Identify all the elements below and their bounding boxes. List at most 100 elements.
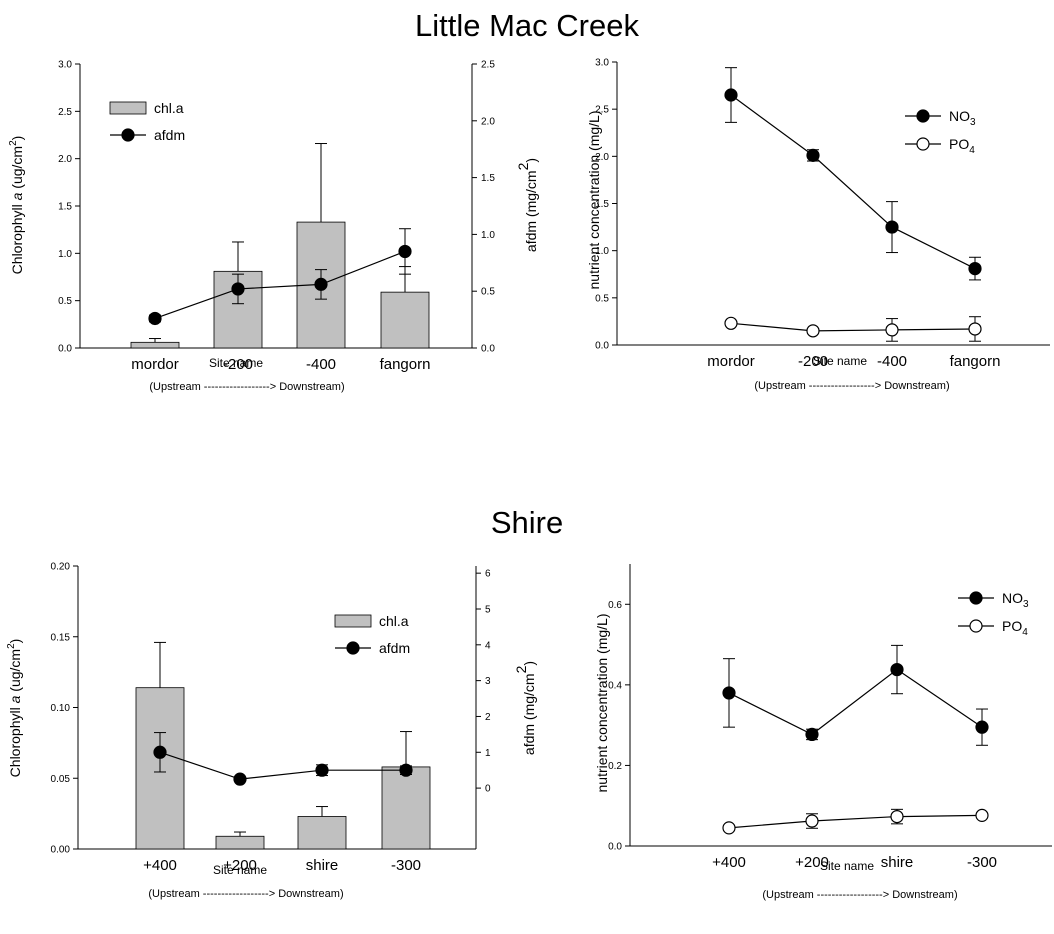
chart3-ytick-label-right: 1: [485, 748, 491, 759]
chart1-category-label: mordor: [131, 356, 179, 373]
chart2-category-label: fangorn: [950, 353, 1001, 370]
chart4-category-label: +200: [795, 854, 829, 871]
chart3-legend-label-main: chl.a: [379, 613, 409, 629]
chart1-ytick-label-right: 1.0: [481, 230, 495, 241]
chart3-ytick-label-right: 2: [485, 712, 491, 723]
chart1-bar: [380, 291, 430, 349]
chart4-direction-note: (Upstream ------------------> Downstream…: [762, 889, 957, 901]
chart4-ytick-label-left: 0.2: [608, 761, 622, 772]
chart2-series-point-no3: [806, 148, 820, 162]
chart3-ytick-label-right: 6: [485, 569, 491, 580]
chart2-series-point-po4: [806, 324, 820, 338]
chart1-y-title-right-part: afdm (mg/cm: [523, 170, 539, 252]
chart2-category-label: -400: [877, 353, 907, 370]
chart3-y-axis-title-right: afdm (mg/cm2): [513, 661, 537, 755]
chart3-ytick-label-left: 0.00: [51, 845, 71, 856]
chart1-y-axis-title-right: afdm (mg/cm2): [515, 158, 539, 252]
chart4-category-label: +400: [712, 854, 746, 871]
chart3-y-title-sup: 2: [6, 643, 17, 649]
chart1-series-point-afdm: [314, 277, 328, 291]
chart2-series-point-po4: [968, 322, 982, 336]
chart2-x-axis-title: Site name: [813, 354, 867, 368]
chart3-ytick-label-left: 0.10: [51, 703, 71, 714]
chart4-series-point-po4: [890, 809, 904, 824]
chart2-series-line-no3: [730, 94, 976, 270]
chart1-ytick-label-right: 2.5: [481, 60, 495, 71]
chart3-direction-note: (Upstream ------------------> Downstream…: [148, 888, 343, 900]
chart3-bar: [297, 816, 347, 850]
chart3-y-title-italic: a: [7, 695, 23, 703]
chart2-ytick-label-left: 2.5: [595, 105, 609, 116]
chart1-bar: [130, 341, 180, 349]
chart3-ytick-label-right: 3: [485, 676, 491, 687]
chart4-legend-label-main: NO: [1002, 590, 1023, 606]
chart3-series-point-afdm: [315, 763, 329, 777]
chart4-series-point-no3: [975, 720, 989, 734]
chart1-ytick-label-left: 2.5: [58, 107, 72, 118]
chart2-legend-label-main: NO: [949, 108, 970, 124]
chart3-series-point-afdm: [233, 772, 247, 786]
chart4-ytick-label-left: 0.6: [608, 600, 622, 611]
chart4-legend-label: PO4: [1002, 618, 1028, 638]
chart3-y-title-part: (ug/cm: [7, 649, 23, 696]
chart2-series-point-no3: [885, 220, 899, 234]
chart3-category-label: +200: [223, 857, 257, 874]
chart3-bar: [381, 766, 431, 850]
chart1-legend-label-main: chl.a: [154, 100, 184, 116]
chart1-category-label: fangorn: [380, 356, 431, 373]
chart3-series-line-afdm: [159, 751, 406, 780]
chart3-y-title-right-part: afdm (mg/cm: [521, 673, 537, 755]
chart3-legend-label-main: afdm: [379, 640, 410, 656]
chart1-y-title-right-part: ): [523, 158, 539, 163]
chart2-legend-label-sub: 3: [970, 117, 976, 128]
chart4-series-line-po4: [728, 814, 983, 829]
chart4-series-point-no3: [805, 727, 819, 742]
chart1-legend-label-main: afdm: [154, 127, 185, 143]
chart3-legend-label: afdm: [379, 640, 410, 656]
chart4-series-point-po4: [722, 821, 736, 835]
chart4-category-label: -300: [967, 854, 997, 871]
chart1-series-point-afdm: [398, 244, 412, 259]
chart4-series-point-po4: [975, 808, 989, 822]
chart3-y-title-right-sup: 2: [513, 665, 529, 673]
chart3-category-label: -300: [391, 857, 421, 874]
chart2-ytick-label-left: 1.5: [595, 199, 609, 210]
chart1-y-title-sup: 2: [8, 140, 19, 146]
chart4-legend-label-sub: 3: [1023, 599, 1029, 610]
chart3-x-axis-title: Site name: [213, 863, 267, 877]
chart4-legend-swatch-marker: [969, 591, 983, 605]
chart2-ytick-label-left: 0.0: [595, 341, 609, 352]
chart1-ytick-label-left: 3.0: [58, 60, 72, 71]
chart1-ytick-label-left: 0.5: [58, 296, 72, 307]
chart1-y-title-part: Chlorophyll: [9, 200, 25, 274]
chart1-ytick-label-left: 1.0: [58, 249, 72, 260]
chart2-legend-label-main: PO: [949, 136, 969, 152]
chart3-category-label: +400: [143, 857, 177, 874]
chart3-ytick-label-right: 5: [485, 604, 491, 615]
chart4-legend-label: NO3: [1002, 590, 1029, 610]
chart1-legend-label: chl.a: [154, 100, 184, 116]
chart2-direction-note: (Upstream ------------------> Downstream…: [754, 380, 949, 392]
chart2-y-title-part: nutrient concentration (mg/L): [586, 111, 602, 290]
chart1-ytick-label-right: 0.5: [481, 287, 495, 298]
chart2-legend-label-sub: 4: [969, 145, 975, 156]
chart2-series-point-po4: [885, 323, 899, 337]
chart1-ytick-label-left: 0.0: [58, 344, 72, 355]
chart3-legend-label: chl.a: [379, 613, 409, 629]
chart3-ytick-label-left: 0.15: [51, 632, 71, 643]
chart1-legend-label: afdm: [154, 127, 185, 143]
chart4-y-axis-title-left: nutrient concentration (mg/L): [594, 614, 610, 793]
chart1-category-label: -200: [223, 356, 253, 373]
chart2-legend-swatch-marker: [916, 137, 930, 151]
chart3-y-axis-title-left: Chlorophyll a (ug/cm2): [6, 639, 23, 778]
chart1-ytick-label-right: 2.0: [481, 116, 495, 127]
chart3-category-label: shire: [306, 857, 339, 874]
chart1-series-line-afdm: [154, 250, 406, 320]
chart1-direction-note: (Upstream ------------------> Downstream…: [149, 381, 344, 393]
chart4-ytick-label-left: 0.4: [608, 680, 622, 691]
chart4-series-point-no3: [890, 662, 904, 677]
chart2-legend-swatch-marker: [916, 109, 930, 123]
chart2-ytick-label-left: 1.0: [595, 246, 609, 257]
chart2-legend-label: PO4: [949, 136, 975, 156]
